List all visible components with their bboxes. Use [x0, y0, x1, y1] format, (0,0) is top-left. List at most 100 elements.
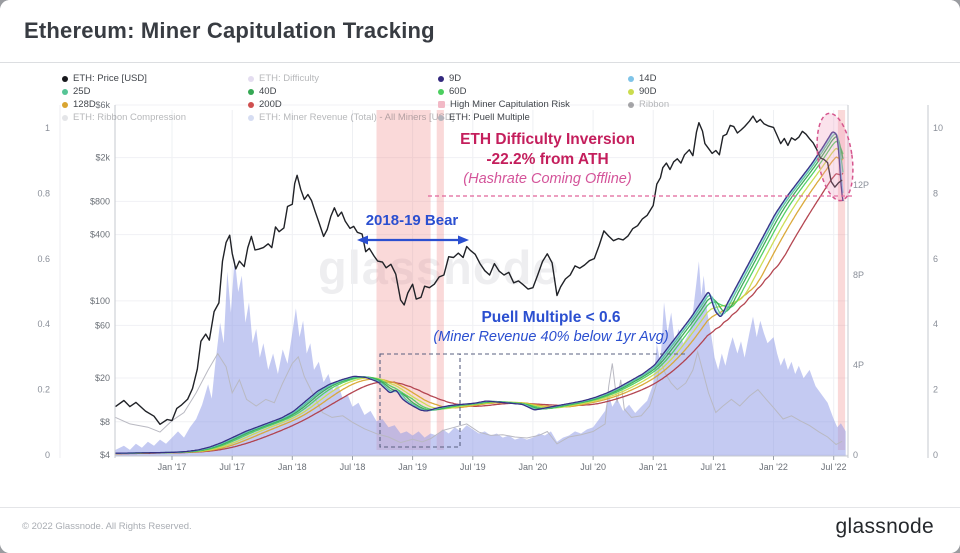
difficulty-ribbon-line-200d — [115, 172, 844, 455]
difficulty-tick-label: 12P — [853, 180, 869, 190]
difficulty-tick-label: 0 — [853, 450, 858, 460]
chart-legend: ETH: Price [USD] ETH: Difficulty 9D 14D 25D 4… — [0, 63, 960, 507]
legend-label: 25D — [73, 86, 91, 97]
x-tick-label: Jan '18 — [278, 462, 307, 472]
price-tick-label: $4 — [100, 450, 110, 460]
legend-item-200d[interactable]: 200D — [248, 99, 282, 110]
legend-swatch — [438, 101, 445, 108]
legend-label: 128D — [73, 99, 96, 110]
legend-label: ETH: Puell Multiple — [449, 112, 530, 123]
price-tick-label: $2k — [95, 153, 110, 163]
legend-swatch — [438, 88, 444, 95]
legend-label: 90D — [639, 86, 657, 97]
x-tick-label: Jul '18 — [340, 462, 366, 472]
footer: © 2022 Glassnode. All Rights Reserved. g… — [0, 507, 960, 553]
puell-tick-label: 2 — [933, 385, 938, 395]
bear-arrow-head-left — [357, 235, 368, 245]
legend-swatch — [628, 88, 634, 95]
puell-multiple-line — [115, 350, 843, 446]
legend-item-90d[interactable]: 90D — [628, 86, 656, 97]
header: Ethereum: Miner Capitulation Tracking — [0, 0, 960, 63]
x-tick-label: Jul '17 — [219, 462, 245, 472]
legend-item-ribbon[interactable]: Ribbon — [628, 99, 669, 110]
glassnode-logo: glassnode — [835, 515, 934, 538]
price-tick-label: $20 — [95, 373, 110, 383]
legend-label: 200D — [259, 99, 282, 110]
legend-swatch — [438, 114, 444, 121]
puell-tick-label: 4 — [933, 319, 938, 329]
legend-label: Ribbon — [639, 99, 670, 110]
legend-item-40d[interactable]: 40D — [248, 86, 276, 97]
legend-label: ETH: Price [USD] — [73, 73, 147, 84]
legend-swatch — [62, 75, 68, 82]
chart-card: glassnode Jan '17 Jul '17 Jan '18 Jul '18 Ja… — [0, 63, 960, 507]
price-tick-label: $800 — [90, 196, 110, 206]
legend-label: ETH: Miner Revenue (Total) - All Miners … — [259, 112, 455, 123]
puell-tick-label: 8 — [933, 188, 938, 198]
compression-tick-label: 0.4 — [37, 319, 50, 329]
x-tick-label: Jul '19 — [460, 462, 486, 472]
legend-item-60d[interactable]: 60D — [438, 86, 466, 97]
price-line — [115, 115, 843, 425]
x-tick-label: Jan '17 — [158, 462, 187, 472]
legend-item-14d[interactable]: 14D — [628, 73, 656, 84]
legend-swatch — [438, 75, 444, 82]
compression-tick-label: 0.8 — [37, 188, 50, 198]
difficulty-ribbon-line-9d — [115, 131, 844, 454]
price-tick-label: $400 — [90, 230, 110, 240]
legend-item-25d[interactable]: 25D — [62, 86, 90, 97]
copyright-text: © 2022 Glassnode. All Rights Reserved. — [22, 521, 192, 532]
x-tick-label: Jan '20 — [519, 462, 548, 472]
puell-tick-label: 0 — [933, 450, 938, 460]
legend-label: ETH: Difficulty — [259, 73, 320, 84]
puell-tick-label: 10 — [933, 123, 943, 133]
legend-swatch — [248, 101, 254, 108]
difficulty-tick-label: 8P — [853, 270, 864, 280]
legend-item-eth-difficulty[interactable]: ETH: Difficulty — [248, 73, 319, 84]
legend-item-128d[interactable]: 128D — [62, 99, 96, 110]
x-tick-label: Jan '19 — [398, 462, 427, 472]
puell-dip-dashed-box — [379, 353, 461, 448]
compression-tick-label: 0.2 — [37, 385, 50, 395]
legend-item-eth-miner-revenue-total-all-miners-usd[interactable]: ETH: Miner Revenue (Total) - All Miners … — [248, 112, 454, 123]
legend-label: 9D — [449, 73, 462, 84]
legend-swatch — [62, 88, 68, 95]
legend-label: 14D — [639, 73, 657, 84]
legend-label: 40D — [259, 86, 277, 97]
legend-item-eth-puell-multiple[interactable]: ETH: Puell Multiple — [438, 112, 530, 123]
inversion-ellipse — [816, 112, 854, 202]
capitulation-band — [436, 110, 444, 450]
legend-swatch — [62, 101, 68, 108]
legend-swatch — [628, 101, 634, 108]
legend-swatch — [628, 75, 634, 82]
capitulation-band — [837, 110, 846, 450]
legend-label: High Miner Capitulation Risk — [450, 99, 570, 110]
compression-tick-label: 0.6 — [37, 254, 50, 264]
legend-swatch — [62, 114, 68, 121]
legend-label: ETH: Ribbon Compression — [73, 112, 186, 123]
bear-arrow-head-right — [458, 235, 469, 245]
miner-revenue-area — [115, 257, 846, 456]
x-tick-label: Jan '21 — [639, 462, 668, 472]
legend-swatch — [248, 75, 254, 82]
compression-tick-label: 0 — [45, 450, 50, 460]
x-tick-label: Jul '20 — [580, 462, 606, 472]
puell-tick-label: 6 — [933, 254, 938, 264]
legend-swatch — [248, 88, 254, 95]
legend-label: 60D — [449, 86, 467, 97]
legend-item-high-miner-capitulation-risk[interactable]: High Miner Capitulation Risk — [438, 99, 570, 110]
legend-item-eth-price-usd[interactable]: ETH: Price [USD] — [62, 73, 147, 84]
price-tick-label: $100 — [90, 296, 110, 306]
legend-item-9d[interactable]: 9D — [438, 73, 461, 84]
price-tick-label: $8 — [100, 417, 110, 427]
difficulty-ribbon-line-128d — [115, 156, 844, 455]
x-tick-label: Jul '22 — [821, 462, 847, 472]
price-tick-label: $6k — [95, 100, 110, 110]
x-tick-label: Jan '22 — [759, 462, 788, 472]
legend-item-eth-ribbon-compression[interactable]: ETH: Ribbon Compression — [62, 112, 186, 123]
page-title: Ethereum: Miner Capitulation Tracking — [24, 18, 435, 43]
price-tick-label: $60 — [95, 320, 110, 330]
legend-swatch — [248, 114, 254, 121]
